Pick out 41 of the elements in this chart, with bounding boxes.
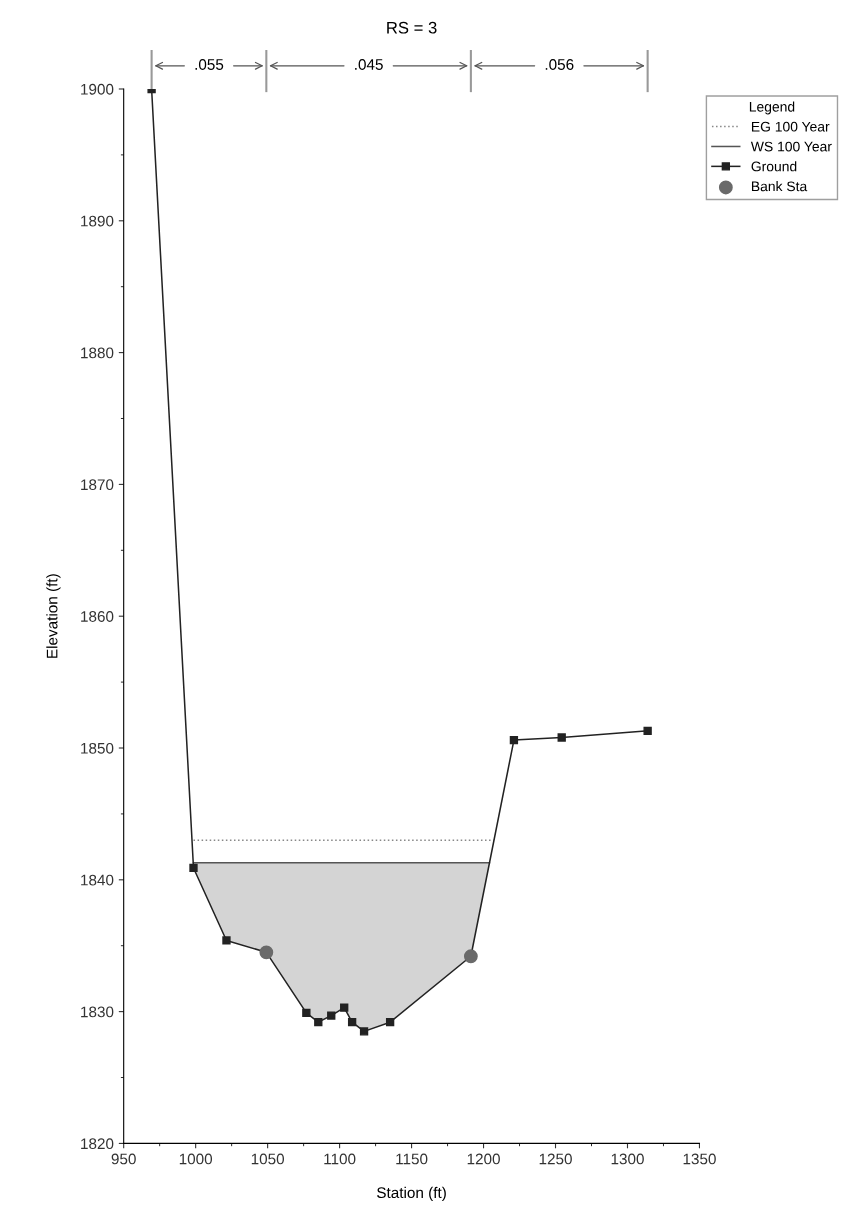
x-tick-label: 1350: [683, 1153, 716, 1165]
x-tick-label: 1150: [396, 1153, 428, 1165]
point: [385, 1017, 395, 1027]
point: [222, 936, 231, 945]
x-tick-label: 1300: [611, 1153, 644, 1165]
point: [327, 1011, 336, 1020]
legend-label: WS 100 Year: [750, 141, 832, 152]
chart-title: RS = 3: [387, 21, 437, 34]
point: [557, 733, 566, 742]
x-axis-title: Station (ft): [377, 1186, 446, 1202]
y-tick-label: 1850: [81, 742, 114, 754]
text: .055: [195, 59, 224, 70]
text: .056: [545, 59, 574, 70]
point: [302, 1008, 311, 1018]
y-tick-label: 1870: [81, 479, 114, 491]
text: .045: [355, 59, 383, 70]
legend-title: Legend: [749, 101, 795, 115]
point: [509, 735, 519, 745]
x-tick-label: 1050: [251, 1153, 285, 1165]
y-axis-title: Elevation (ft): [46, 574, 61, 658]
x-tick-label: 1250: [539, 1153, 572, 1165]
point: [347, 1017, 357, 1027]
y-tick-label: 1820: [81, 1138, 114, 1150]
y-tick-label: 1840: [81, 874, 114, 886]
y-tick-label: 1830: [81, 1006, 114, 1018]
point: [314, 1017, 323, 1027]
point: [340, 1003, 349, 1012]
y-tick-label: 1900: [81, 83, 114, 95]
legend-label: EG 100 Year: [751, 121, 830, 132]
legend-label: Bank Sta: [751, 181, 808, 192]
x-tick-label: 1200: [467, 1153, 500, 1165]
legend-label: Ground: [751, 161, 797, 172]
x-tick-label: 1000: [179, 1153, 213, 1165]
point: [359, 1027, 369, 1036]
y-tick-label: 1880: [81, 347, 114, 359]
point: [643, 726, 652, 736]
x-tick-label: 1100: [324, 1153, 356, 1165]
x-tick-label: 950: [111, 1153, 136, 1165]
y-tick-label: 1860: [81, 611, 114, 622]
point: [189, 863, 198, 873]
y-tick-label: 1890: [81, 215, 114, 227]
